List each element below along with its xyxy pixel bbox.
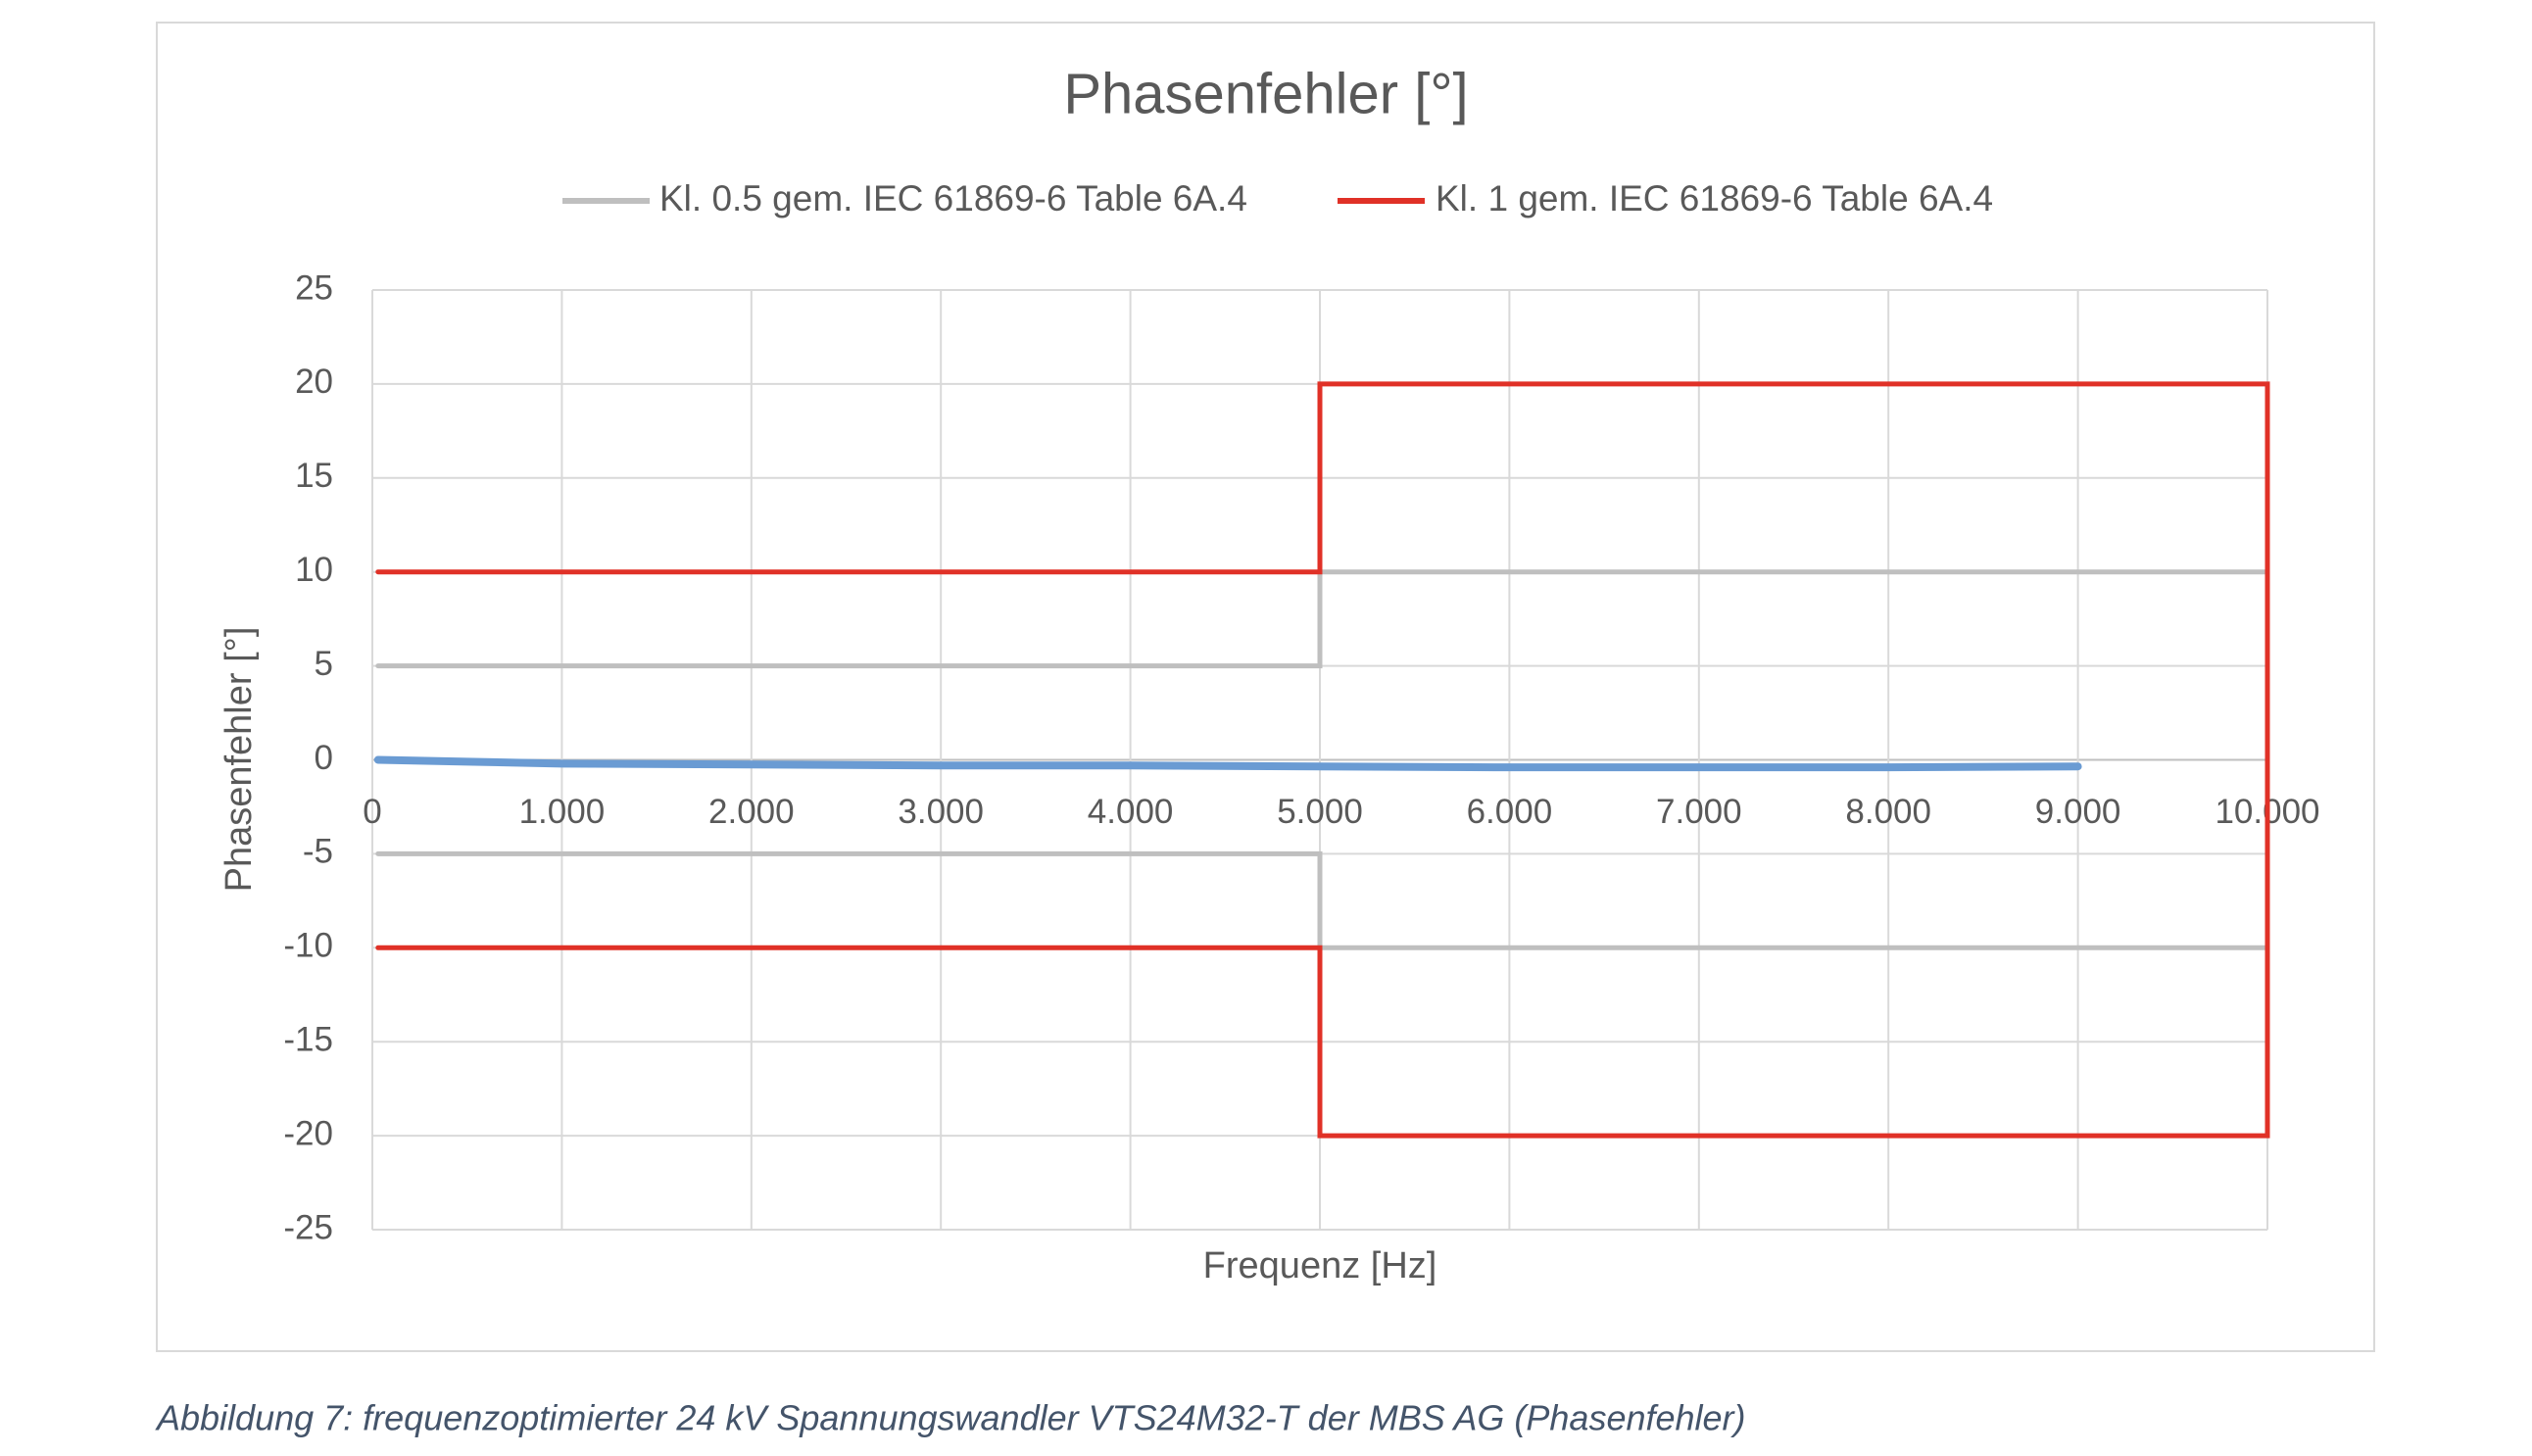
y-tick-label: -20 [283, 1114, 333, 1152]
y-tick-label: 20 [295, 363, 333, 401]
x-tick-label: 8.000 [1845, 793, 1931, 831]
legend-label: Kl. 0.5 gem. IEC 61869-6 Table 6A.4 [659, 178, 1247, 218]
x-tick-label: 7.000 [1656, 793, 1742, 831]
x-tick-label: 2.000 [708, 793, 795, 831]
chart-frame [156, 22, 2375, 1352]
caption: Abbildung 7: frequenzoptimierter 24 kV S… [155, 1398, 1746, 1438]
x-tick-label: 4.000 [1088, 793, 1174, 831]
x-tick-label: 6.000 [1467, 793, 1553, 831]
x-tick-label: 3.000 [898, 793, 984, 831]
y-axis-title: Phasenfehler [°] [219, 627, 260, 893]
y-tick-label: 25 [295, 268, 333, 307]
x-tick-label: 0 [363, 793, 381, 831]
y-tick-label: -5 [303, 833, 333, 871]
y-tick-label: -25 [283, 1208, 333, 1246]
x-tick-label: 1.000 [519, 793, 606, 831]
y-tick-label: -10 [283, 927, 333, 965]
series-line [373, 755, 2082, 772]
y-tick-label: 0 [315, 739, 333, 777]
x-tick-label: 9.000 [2035, 793, 2121, 831]
legend-label: Kl. 1 gem. IEC 61869-6 Table 6A.4 [1436, 178, 1993, 218]
y-tick-label: 5 [315, 645, 333, 683]
x-axis-title: Frequenz [Hz] [1203, 1245, 1437, 1286]
x-tick-label: 5.000 [1277, 793, 1363, 831]
y-tick-label: 15 [295, 457, 333, 495]
y-tick-label: 10 [295, 551, 333, 589]
chart-title: Phasenfehler [°] [1063, 62, 1468, 125]
series-line [375, 381, 2270, 1139]
y-tick-label: -15 [283, 1020, 333, 1058]
